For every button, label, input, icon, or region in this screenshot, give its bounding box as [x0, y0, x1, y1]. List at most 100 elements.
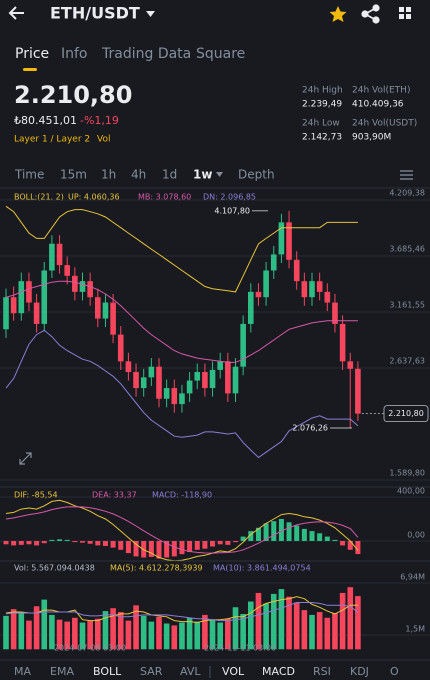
legend-entry: UP: 4.060,36: [68, 193, 120, 202]
boll-line: [5, 329, 359, 459]
y-tick-label: 4.209,38: [389, 189, 425, 198]
volume-bar: [225, 618, 231, 650]
pair-title[interactable]: ETH/USDT: [50, 4, 140, 23]
timeframe[interactable]: Time: [14, 168, 44, 182]
volume-bar: [278, 589, 285, 650]
stat-value: 2.239,49: [302, 100, 342, 110]
candle-body: [309, 281, 315, 298]
volume-bar: [217, 622, 223, 650]
macd-bar: [171, 541, 177, 557]
pair-dropdown[interactable]: [146, 11, 155, 17]
macd-bar: [64, 539, 70, 541]
macd-bar: [164, 541, 170, 558]
macd-bar: [18, 541, 24, 545]
macd-bar: [240, 536, 246, 541]
volume-bar: [316, 612, 323, 650]
candle-body: [72, 275, 78, 292]
indicator-tab[interactable]: VOL: [222, 665, 245, 678]
macd-bar: [125, 541, 131, 554]
macd-bar: [110, 541, 116, 548]
candle-body: [293, 259, 300, 282]
volume-bar: [156, 616, 162, 650]
volume-bar: [194, 621, 201, 650]
y-tick-label: 1.589,80: [389, 469, 425, 478]
macd-bar: [317, 533, 323, 541]
timeframe[interactable]: 1h: [101, 168, 116, 182]
timeframe[interactable]: 4h: [131, 168, 146, 182]
volume-bar: [324, 617, 331, 650]
indicator-tab[interactable]: O: [390, 665, 399, 678]
indicator-tab[interactable]: MACD: [262, 665, 295, 678]
macd-bar: [286, 522, 292, 541]
legend-entry: MA(10): 3.861.494,0754: [213, 564, 311, 573]
candle-body: [79, 281, 86, 292]
favorite-star[interactable]: [329, 6, 347, 22]
indicator-tab[interactable]: RSI: [313, 665, 331, 678]
tab[interactable]: Trading Data: [101, 46, 191, 62]
timeframe[interactable]: Depth: [238, 168, 275, 182]
share-button[interactable]: [361, 4, 380, 24]
tab[interactable]: Price: [15, 46, 49, 62]
legend-entry: DEA: 33,37: [92, 491, 137, 500]
macd-bar: [225, 541, 231, 545]
indicator-tab[interactable]: KDJ: [350, 665, 369, 678]
macd-bar: [202, 541, 208, 549]
dif-line: [5, 499, 359, 562]
legend-entry: DN: 2.096,85: [203, 193, 256, 202]
indicator-tab[interactable]: AVL: [180, 665, 201, 678]
volume-bar: [301, 610, 308, 650]
boll-line: [5, 205, 358, 293]
candle-body: [56, 243, 63, 266]
candle-body: [3, 297, 9, 330]
timeframe[interactable]: 15m: [60, 168, 87, 182]
indicator-tab[interactable]: MA: [14, 665, 31, 678]
timeframe-dropdown[interactable]: [216, 172, 223, 177]
stat-label: 24h Vol(USDT): [352, 119, 417, 129]
volume-bar: [102, 611, 109, 650]
price-change: -%1,19: [80, 114, 119, 127]
candle-body: [140, 377, 147, 389]
indicator-tab[interactable]: EMA: [50, 665, 74, 678]
candle-body: [33, 302, 40, 324]
candle-body: [186, 380, 193, 394]
volume-bar: [263, 603, 269, 650]
boll-line: [5, 280, 358, 363]
macd-bar: [102, 541, 108, 546]
macd-bar: [248, 531, 254, 541]
macd-bar: [49, 539, 55, 541]
back-button[interactable]: [8, 6, 24, 20]
tag[interactable]: Vol: [97, 135, 110, 145]
timeframe[interactable]: 1w: [193, 168, 212, 182]
y-tick-label: 400,00: [397, 487, 425, 496]
legend-entry: MA(5): 4.612.278,3939: [110, 564, 203, 573]
dea-line: [5, 506, 359, 554]
tag[interactable]: Layer 1 / Layer 2: [14, 135, 90, 145]
candle-body: [248, 291, 254, 324]
expand-icon[interactable]: [19, 452, 32, 465]
stat-value: 903,90M: [352, 133, 391, 143]
tab[interactable]: Square: [196, 46, 245, 62]
volume-bar: [26, 620, 32, 650]
x-date-label: 2024-11-11 03:00: [204, 644, 276, 653]
indicator-tab[interactable]: BOLL: [93, 665, 122, 678]
stat-label: 24h High: [302, 86, 343, 96]
y-tick-label: 0,00: [407, 531, 425, 540]
candle-body: [10, 297, 17, 314]
volume-bar: [232, 607, 239, 650]
volume-bar: [33, 606, 40, 650]
candle-body: [148, 366, 155, 378]
macd-bar: [80, 541, 85, 543]
grid-menu[interactable]: [399, 7, 411, 19]
timeframe[interactable]: 1d: [162, 168, 177, 182]
chart-settings[interactable]: [400, 170, 413, 180]
volume-bar: [148, 621, 155, 650]
indicator-tab[interactable]: SAR: [140, 665, 163, 678]
candle-body: [26, 281, 32, 303]
macd-bar: [41, 541, 47, 544]
annotation-label: 2.076,26: [292, 424, 328, 433]
macd-bar: [148, 541, 154, 557]
macd-bar: [332, 539, 338, 541]
tab[interactable]: Info: [61, 46, 88, 62]
